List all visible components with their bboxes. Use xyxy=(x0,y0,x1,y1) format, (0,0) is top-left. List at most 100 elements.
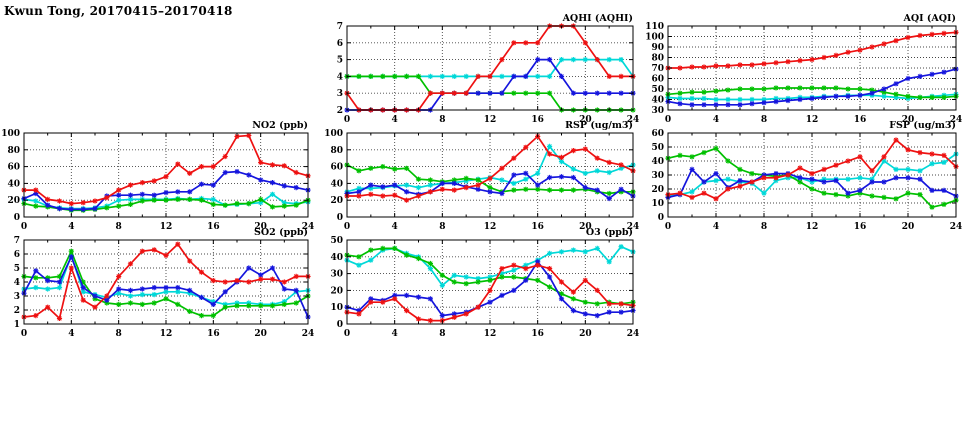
x-tick-label: 20 xyxy=(902,222,915,232)
y-tick-label: 5 xyxy=(14,264,20,274)
x-tick-label: 0 xyxy=(21,329,27,339)
x-tick-label: 12 xyxy=(484,222,497,232)
y-tick-label: 110 xyxy=(645,22,664,32)
y-tick-label: 50 xyxy=(330,236,343,246)
y-tick-label: 30 xyxy=(330,270,343,280)
y-tick-label: 10 xyxy=(651,199,664,209)
chart-aqhi-canvas: 0 4 8 12 16 20 24 2 3 4 5 6 7 AQHI (AQHI) xyxy=(337,13,640,125)
y-tick-label: 100 xyxy=(1,129,20,139)
x-tick-label: 4 xyxy=(68,329,74,339)
x-tick-label: 8 xyxy=(761,222,767,232)
x-tick-label: 8 xyxy=(116,329,122,339)
x-tick-label: 24 xyxy=(627,329,640,339)
y-tick-label: 80 xyxy=(651,54,664,64)
y-tick-label: 10 xyxy=(330,303,343,313)
x-tick-label: 12 xyxy=(484,329,497,339)
x-tick-label: 0 xyxy=(665,115,671,125)
chart-aqi-title: AQI (AQI) xyxy=(903,13,956,24)
x-tick-label: 24 xyxy=(302,222,315,232)
x-tick-label: 12 xyxy=(160,222,173,232)
chart-no2-canvas: 0 4 8 12 16 20 24 0 20 40 60 80 100 NO2 (ppb) xyxy=(1,120,315,232)
chart-so2-title: SO2 (ppb) xyxy=(254,227,308,238)
x-tick-label: 16 xyxy=(531,222,544,232)
y-tick-label: 0 xyxy=(658,213,664,223)
x-tick-label: 0 xyxy=(665,222,671,232)
x-tick-label: 16 xyxy=(531,329,544,339)
y-tick-label: 7 xyxy=(337,22,343,32)
y-tick-label: 40 xyxy=(330,179,343,189)
y-tick-label: 20 xyxy=(7,196,20,206)
x-tick-label: 20 xyxy=(254,329,267,339)
chart-rsp-canvas: 0 4 8 12 16 20 24 0 20 40 60 80 100 RSP (ug/m3) xyxy=(324,120,640,232)
chart-so2: 0 4 8 12 16 20 24 1 2 3 4 5 6 7 SO2 (ppb) xyxy=(0,222,324,344)
x-tick-label: 24 xyxy=(627,115,640,125)
x-tick-label: 4 xyxy=(392,222,398,232)
x-tick-label: 20 xyxy=(254,222,267,232)
x-tick-label: 16 xyxy=(207,329,220,339)
chart-aqhi-blue-series-line xyxy=(347,58,633,111)
chart-aqi: 0 4 8 12 16 20 24 30 40 50 60 70 80 90 100 110 AQI (AQI) xyxy=(640,8,972,130)
y-tick-label: 60 xyxy=(7,163,20,173)
x-tick-label: 4 xyxy=(68,222,74,232)
chart-fsp: 0 4 8 12 16 20 24 0 10 20 30 40 50 60 FSP (ug/m3) xyxy=(640,115,972,237)
chart-rsp: 0 4 8 12 16 20 24 0 20 40 60 80 100 RSP (ug/m3) xyxy=(319,115,649,237)
y-tick-label: 2 xyxy=(14,306,20,316)
y-tick-label: 7 xyxy=(14,236,20,246)
chart-so2-green-series-markers xyxy=(21,248,311,319)
x-tick-label: 12 xyxy=(160,329,173,339)
y-tick-label: 80 xyxy=(7,146,20,156)
chart-fsp-canvas: 0 4 8 12 16 20 24 0 10 20 30 40 50 60 FSP (ug/m3) xyxy=(651,120,963,232)
x-tick-label: 20 xyxy=(579,329,592,339)
y-tick-label: 0 xyxy=(337,213,343,223)
x-tick-label: 20 xyxy=(579,115,592,125)
chart-o3-title: O3 (ppb) xyxy=(586,227,633,238)
x-tick-label: 16 xyxy=(207,222,220,232)
y-tick-label: 20 xyxy=(330,196,343,206)
y-tick-label: 20 xyxy=(651,185,664,195)
y-tick-label: 30 xyxy=(651,171,664,181)
x-tick-label: 20 xyxy=(579,222,592,232)
x-tick-label: 0 xyxy=(344,222,350,232)
y-tick-label: 50 xyxy=(651,85,664,95)
chart-no2: 0 4 8 12 16 20 24 0 20 40 60 80 100 NO2 (ppb) xyxy=(0,115,324,237)
x-tick-label: 8 xyxy=(761,115,767,125)
x-tick-label: 4 xyxy=(392,115,398,125)
y-tick-label: 0 xyxy=(14,213,20,223)
y-tick-label: 30 xyxy=(651,106,664,116)
x-tick-label: 0 xyxy=(344,329,350,339)
y-tick-label: 40 xyxy=(7,179,20,189)
y-tick-label: 60 xyxy=(651,129,664,139)
page-title: Kwun Tong, 20170415–20170418 xyxy=(4,4,233,18)
chart-so2-green-series-line xyxy=(23,249,309,317)
y-tick-label: 6 xyxy=(14,250,20,260)
x-tick-label: 0 xyxy=(21,222,27,232)
chart-rsp-title: RSP (ug/m3) xyxy=(565,120,633,131)
x-tick-label: 8 xyxy=(439,222,445,232)
x-tick-label: 24 xyxy=(950,222,963,232)
y-tick-label: 80 xyxy=(330,146,343,156)
y-tick-label: 3 xyxy=(337,89,343,99)
x-tick-label: 4 xyxy=(392,329,398,339)
x-tick-label: 12 xyxy=(806,222,819,232)
x-tick-label: 0 xyxy=(344,115,350,125)
x-tick-label: 24 xyxy=(950,115,963,125)
chart-no2-title: NO2 (ppb) xyxy=(252,120,308,131)
y-tick-label: 4 xyxy=(337,72,343,82)
y-tick-label: 70 xyxy=(651,64,664,74)
y-tick-label: 40 xyxy=(330,253,343,263)
y-tick-label: 50 xyxy=(651,143,664,153)
y-tick-label: 60 xyxy=(330,163,343,173)
x-tick-label: 12 xyxy=(806,115,819,125)
x-tick-label: 8 xyxy=(439,329,445,339)
x-tick-label: 24 xyxy=(627,222,640,232)
x-tick-label: 16 xyxy=(531,115,544,125)
x-tick-label: 8 xyxy=(116,222,122,232)
chart-aqhi-title: AQHI (AQHI) xyxy=(562,13,633,24)
x-tick-label: 24 xyxy=(302,329,315,339)
y-tick-label: 4 xyxy=(14,278,20,288)
y-tick-label: 6 xyxy=(337,39,343,49)
x-tick-label: 20 xyxy=(902,115,915,125)
y-tick-label: 90 xyxy=(651,43,664,53)
